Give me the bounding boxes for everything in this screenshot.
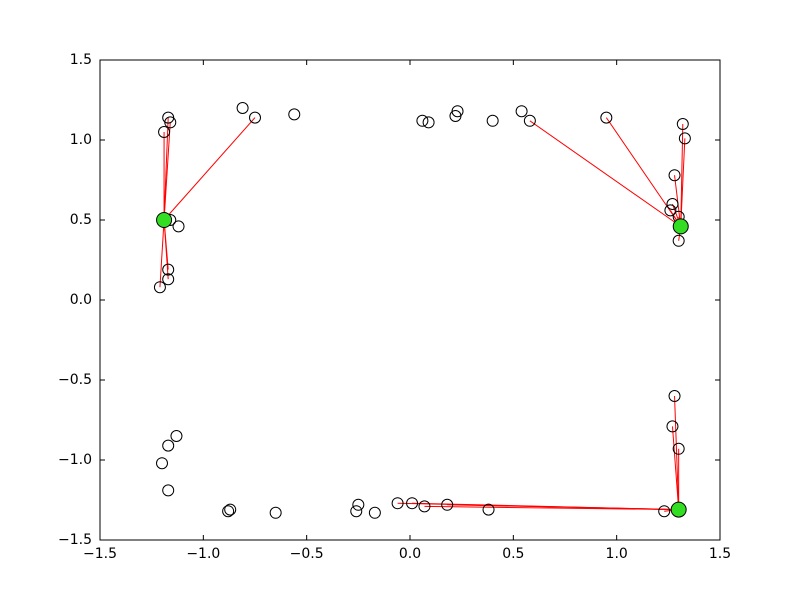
point [172,220,185,233]
point [422,116,435,129]
y-tick-label: 1.5 [70,52,92,68]
point [676,118,689,130]
point [658,505,671,518]
link-line [163,117,256,221]
link-line [674,175,682,227]
x-tick-label: −1.0 [186,546,220,562]
cluster-center [672,218,689,235]
point [416,114,429,127]
point [162,263,175,276]
point [153,281,166,294]
y-tick-label: 0.0 [70,292,92,308]
link-line [163,219,169,280]
y-tick-label: −1.5 [58,532,92,548]
point [158,126,171,138]
link-line [671,426,680,510]
point [162,273,175,286]
cluster-center [670,501,687,518]
y-tick-label: 0.5 [70,212,92,228]
point [451,105,464,118]
point [249,111,261,124]
point [515,105,528,118]
point [668,169,681,182]
x-tick-label: 0.5 [502,546,524,562]
point [156,457,168,470]
y-tick-label: −1.0 [58,452,92,468]
point [406,497,419,510]
y-tick-label: −0.5 [58,372,92,388]
point [523,114,536,127]
point [418,500,431,513]
point [668,390,681,402]
point [236,102,249,114]
point [482,503,495,516]
plot-frame [99,59,721,541]
point [664,204,677,217]
x-tick-label: 1.5 [709,546,731,562]
point [162,484,175,497]
link-line [163,122,171,221]
point [170,430,183,442]
link-line [529,120,682,227]
point [672,442,685,455]
x-tick-label: 1.0 [606,546,628,562]
x-tick-label: −0.5 [290,546,324,562]
point [672,234,685,247]
link-line [159,219,165,288]
point [352,498,365,511]
link-line [447,504,679,511]
point [162,439,175,452]
point [486,114,499,127]
x-tick-label: 0.0 [399,546,421,562]
cluster-center [156,212,173,228]
point [441,498,454,511]
point [666,420,679,433]
point [288,108,301,121]
point [666,198,679,210]
x-tick-label: −1.5 [83,546,117,562]
point [368,506,381,519]
point [391,497,404,510]
point [222,505,235,518]
point [164,116,177,129]
link-line [674,395,680,510]
point [224,503,237,516]
y-tick-label: 1.0 [70,132,92,148]
point [600,111,613,124]
point [269,506,282,519]
point [678,132,691,145]
point [350,505,363,518]
